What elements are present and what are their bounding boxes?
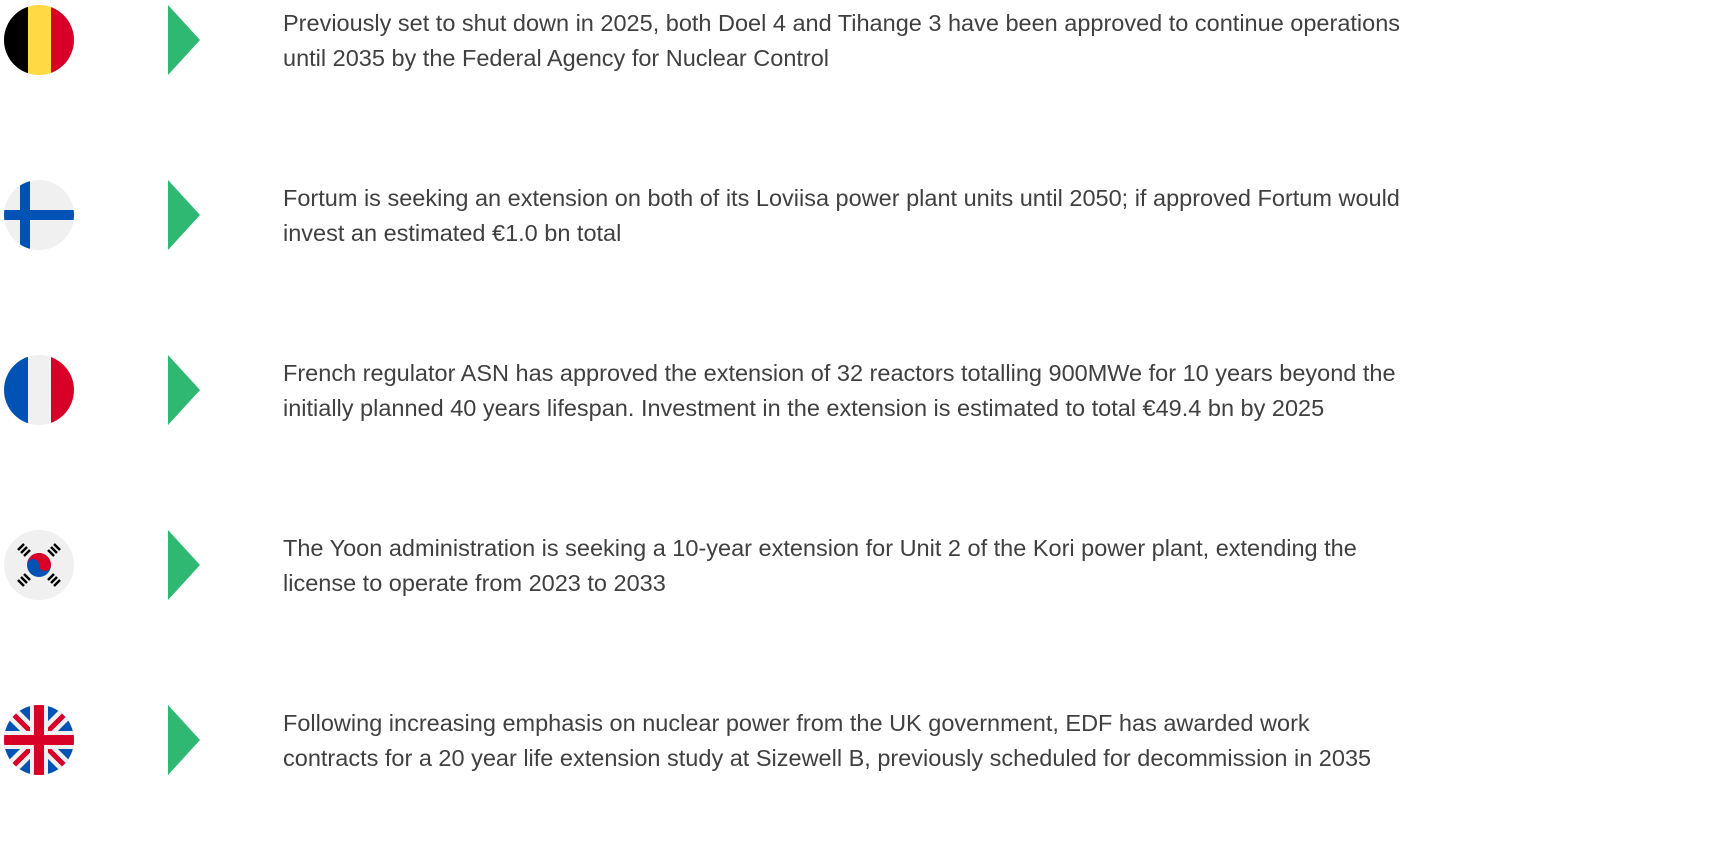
row: The Yoon administration is seeking a 10-…: [0, 525, 1719, 605]
text-line: The Yoon administration is seeking a 10-…: [283, 535, 1357, 561]
item-text: Following increasing emphasis on nuclear…: [283, 706, 1371, 776]
arrow: [168, 180, 200, 250]
arrow: [168, 355, 200, 425]
row: Previously set to shut down in 2025, bot…: [0, 0, 1719, 80]
arrow: [168, 530, 200, 600]
item-text: The Yoon administration is seeking a 10-…: [283, 531, 1357, 601]
flag-france: [4, 355, 74, 425]
row: French regulator ASN has approved the ex…: [0, 350, 1719, 430]
flag-finland: [4, 180, 74, 250]
text-line: Previously set to shut down in 2025, bot…: [283, 10, 1401, 36]
text-line: contracts for a 20 year life extension s…: [283, 745, 1372, 771]
flag-belgium: [4, 5, 74, 75]
arrow: [168, 705, 200, 775]
text-line: Following increasing emphasis on nuclear…: [283, 710, 1310, 736]
item-text: Fortum is seeking an extension on both o…: [283, 181, 1400, 251]
text-line: Fortum is seeking an extension on both o…: [283, 185, 1400, 211]
flag-korea: [4, 530, 74, 600]
item-text: Previously set to shut down in 2025, bot…: [283, 6, 1400, 76]
row: Fortum is seeking an extension on both o…: [0, 175, 1719, 255]
arrow: [168, 5, 200, 75]
text-line: until 2035 by the Federal Agency for Nuc…: [283, 45, 830, 71]
item-text: French regulator ASN has approved the ex…: [283, 356, 1396, 426]
text-line: initially planned 40 years lifespan. Inv…: [283, 395, 1325, 421]
text-line: invest an estimated €1.0 bn total: [283, 220, 622, 246]
text-line: license to operate from 2023 to 2033: [283, 570, 666, 596]
flag-uk: [4, 705, 74, 775]
row: Following increasing emphasis on nuclear…: [0, 700, 1719, 780]
text-line: French regulator ASN has approved the ex…: [283, 360, 1396, 386]
